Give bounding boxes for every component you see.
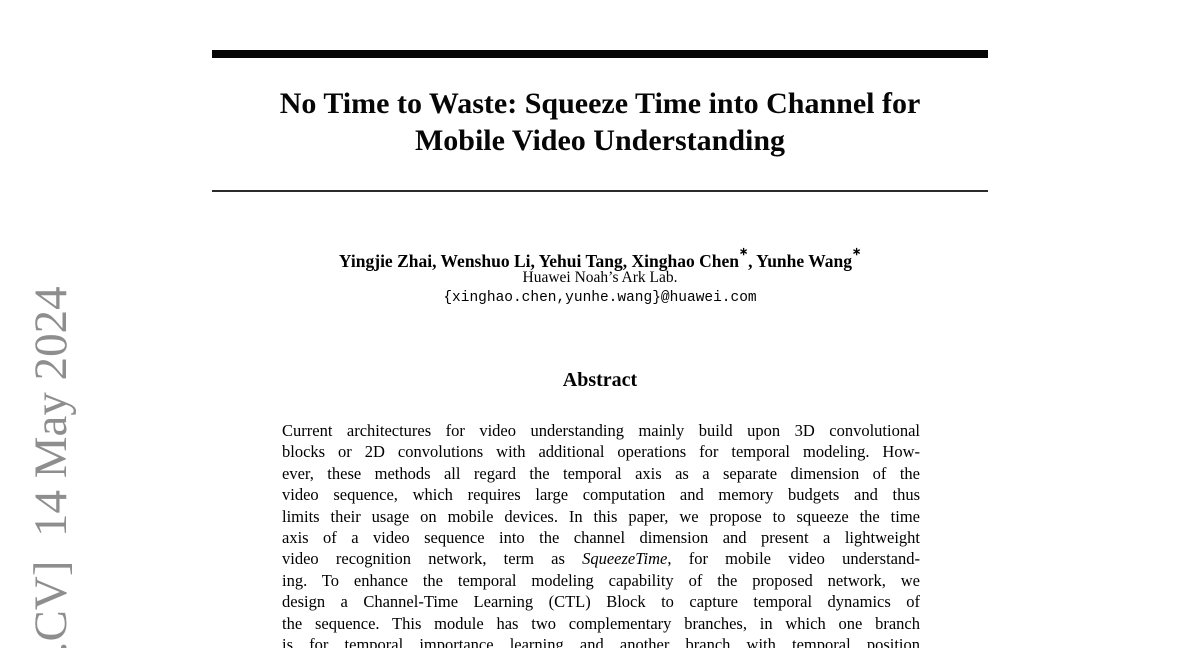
author-footnote-marker: ∗ — [738, 246, 749, 259]
abstract-line: design a Channel-Time Learning (CTL) Blo… — [282, 592, 920, 612]
top-rule-thick — [212, 50, 988, 58]
paper-title-line-1: No Time to Waste: Squeeze Time into Chan… — [279, 87, 921, 120]
affiliation: Huawei Noah’s Ark Lab. — [522, 269, 678, 286]
paper-title: No Time to Waste: Squeeze Time into Chan… — [212, 85, 988, 159]
abstract-line: video sequence, which requires large com… — [282, 485, 920, 505]
author-line: Yingjie Zhai, Wenshuo Li, Yehui Tang, Xi… — [100, 246, 1100, 272]
abstract-line: video recognition network, term as Squee… — [282, 549, 920, 569]
abstract-line: Current architectures for video understa… — [282, 421, 920, 440]
abstract-text: Current architectures for video understa… — [282, 420, 920, 648]
contact-email: {xinghao.chen,yunhe.wang}@huawei.com — [443, 290, 757, 306]
author-names: Yingjie Zhai, Wenshuo Li, Yehui Tang, Xi… — [338, 250, 739, 271]
title-rule-thin — [212, 190, 988, 192]
abstract-line: is for temporal importance learning and … — [282, 634, 920, 648]
abstract-heading: Abstract — [562, 369, 638, 391]
arxiv-sidebar-stamp: [cs.CV] 14 May 2024 — [25, 286, 77, 648]
abstract-line: ever, these methods all regard the tempo… — [282, 463, 920, 483]
author-footnote-marker: ∗ — [852, 246, 862, 259]
abstract-line: ing. To enhance the temporal modeling ca… — [282, 570, 920, 590]
paper-title-line-2: Mobile Video Understanding — [414, 124, 786, 157]
abstract-line: limits their usage on mobile devices. In… — [282, 506, 920, 526]
abstract-line: the sequence. This module has two comple… — [282, 613, 920, 633]
abstract-line: axis of a video sequence into the channe… — [282, 527, 920, 547]
author-names: , Yunhe Wang — [748, 250, 852, 271]
abstract-line: blocks or 2D convolutions with additiona… — [282, 442, 920, 462]
